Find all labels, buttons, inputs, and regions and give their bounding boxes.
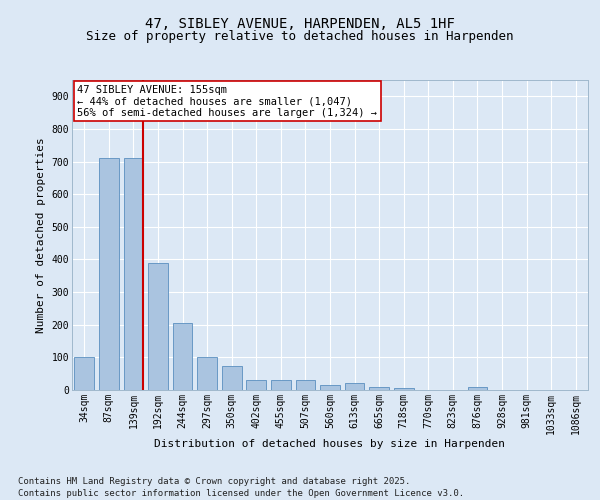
Bar <box>345 384 364 390</box>
Bar <box>99 158 119 390</box>
Bar <box>173 323 193 390</box>
Text: Contains HM Land Registry data © Crown copyright and database right 2025.
Contai: Contains HM Land Registry data © Crown c… <box>18 476 464 498</box>
Bar <box>148 262 168 390</box>
Bar <box>74 358 94 390</box>
Bar <box>320 385 340 390</box>
Text: 47, SIBLEY AVENUE, HARPENDEN, AL5 1HF: 47, SIBLEY AVENUE, HARPENDEN, AL5 1HF <box>145 18 455 32</box>
Bar <box>467 388 487 390</box>
Bar <box>124 158 143 390</box>
X-axis label: Distribution of detached houses by size in Harpenden: Distribution of detached houses by size … <box>155 440 505 450</box>
Y-axis label: Number of detached properties: Number of detached properties <box>36 137 46 333</box>
Text: 47 SIBLEY AVENUE: 155sqm
← 44% of detached houses are smaller (1,047)
56% of sem: 47 SIBLEY AVENUE: 155sqm ← 44% of detach… <box>77 84 377 118</box>
Bar <box>197 358 217 390</box>
Bar <box>271 380 290 390</box>
Bar <box>296 380 315 390</box>
Text: Size of property relative to detached houses in Harpenden: Size of property relative to detached ho… <box>86 30 514 43</box>
Bar <box>222 366 242 390</box>
Bar <box>370 388 389 390</box>
Bar <box>247 380 266 390</box>
Bar <box>394 388 413 390</box>
